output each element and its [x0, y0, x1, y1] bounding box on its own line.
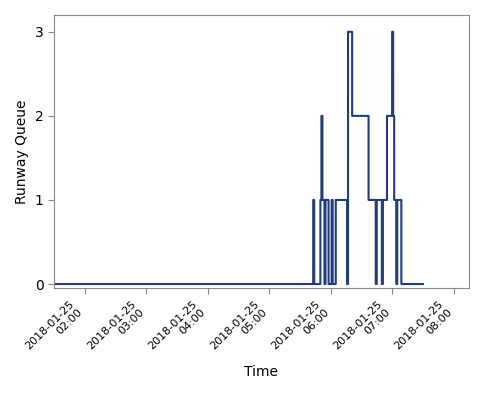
Y-axis label: Runway Queue: Runway Queue — [15, 99, 29, 204]
X-axis label: Time: Time — [244, 365, 278, 379]
